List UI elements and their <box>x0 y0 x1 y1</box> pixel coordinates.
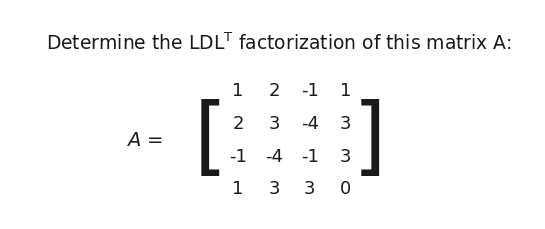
Text: 0: 0 <box>340 180 352 198</box>
Text: -1: -1 <box>229 148 247 166</box>
Text: 3: 3 <box>340 115 352 133</box>
Text: -1: -1 <box>301 148 319 166</box>
Text: 3: 3 <box>268 180 280 198</box>
Text: 3: 3 <box>268 115 280 133</box>
Text: Determine the LDL$^\mathregular{T}$ factorization of this matrix A:: Determine the LDL$^\mathregular{T}$ fact… <box>46 33 512 54</box>
Text: 1: 1 <box>233 180 244 198</box>
Text: 1: 1 <box>233 82 244 100</box>
Text: 2: 2 <box>232 115 244 133</box>
Text: -1: -1 <box>301 82 319 100</box>
Text: $A$ =: $A$ = <box>126 131 162 150</box>
Text: -4: -4 <box>301 115 319 133</box>
Text: 2: 2 <box>268 82 280 100</box>
Text: 1: 1 <box>340 82 352 100</box>
Text: [: [ <box>194 99 227 182</box>
Text: -4: -4 <box>265 148 283 166</box>
Text: 3: 3 <box>340 148 352 166</box>
Text: ]: ] <box>352 99 386 182</box>
Text: 3: 3 <box>304 180 316 198</box>
